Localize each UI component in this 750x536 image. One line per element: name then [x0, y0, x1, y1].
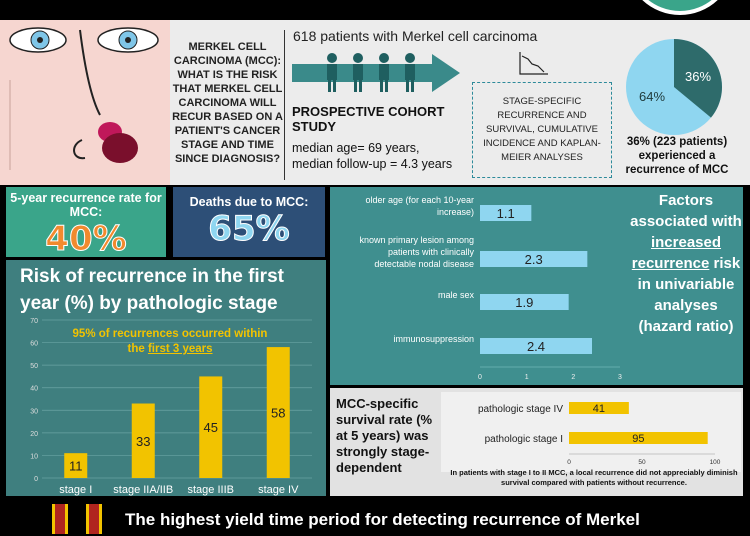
risk-category-label: stage I: [59, 484, 92, 496]
factor-x-tick: 2: [571, 374, 575, 381]
factor-bar-label: 1.1: [497, 206, 515, 221]
factor-bar: [480, 294, 569, 310]
factor-x-tick: 1: [525, 374, 529, 381]
decline-graph-icon: [519, 52, 548, 75]
study-type: PROSPECTIVE COHORT STUDY: [292, 104, 445, 134]
face-illustration: [0, 20, 170, 185]
survival-note: In patients with stage I to II MCC, a lo…: [450, 468, 738, 487]
pie-label-36: 36%: [685, 69, 711, 84]
deaths-label: Deaths due to MCC:: [189, 195, 309, 209]
risk-note: 95% of recurrences occurred within the f…: [70, 327, 270, 357]
banner-decoration-right: [86, 504, 102, 534]
pie-slice-36: [674, 39, 722, 118]
pie-label-64: 64%: [639, 89, 665, 104]
risk-note-prefix: 95% of recurrences occurred within the: [72, 328, 268, 355]
risk-note-highlight: first 3 years: [147, 343, 213, 355]
survival-x-tick: 50: [638, 459, 646, 466]
risk-bar: [199, 376, 223, 478]
factor-category-label: male sex: [438, 290, 475, 300]
risk-bar: [131, 403, 155, 478]
risk-y-tick: 20: [30, 431, 38, 438]
recurrence-pie: 36% 64%: [626, 39, 722, 135]
risk-y-tick: 40: [30, 386, 38, 393]
survival-bar: [569, 432, 708, 444]
factors-text-1: Factors associated with: [630, 192, 742, 230]
risk-chart: 0 10 20 30 40 50 60 70 11 stage I 33 stage IIA/IIB 4…: [30, 318, 312, 496]
survival-category-label: pathologic stage I: [485, 434, 563, 445]
risk-category-label: stage IIA/IIB: [113, 484, 173, 496]
recurrence-rate-label: 5-year recurrence rate for MCC:: [10, 191, 162, 219]
risk-title: Risk of recurrence in the first year (%)…: [20, 266, 284, 314]
survival-bar-label: 41: [593, 403, 605, 415]
bottom-banner: [0, 500, 750, 536]
risk-y-tick: 30: [30, 408, 38, 415]
median-age: median age= 69 years,: [292, 141, 420, 155]
factor-bar: [480, 251, 588, 267]
risk-bar: [64, 453, 88, 478]
survival-category-label: pathologic stage IV: [478, 404, 563, 415]
risk-y-tick: 60: [30, 341, 38, 348]
factor-bar-label: 1.9: [515, 295, 533, 310]
factor-category-label: older age (for each 10-year increase): [365, 195, 474, 217]
deaths-box: Deaths due to MCC: 65%: [173, 187, 325, 257]
recurrence-rate-value: 40%: [45, 219, 127, 260]
risk-bar: [266, 347, 290, 478]
factor-bar: [480, 338, 592, 354]
factors-text-3: risk in univariable analyses (hazard rat…: [637, 255, 741, 335]
survival-chart: 41 pathologic stage IV 95 pathologic stage …: [478, 402, 721, 466]
question-title: MERKEL CELL CARCINOMA (MCC):: [173, 41, 282, 67]
risk-y-tick: 0: [34, 476, 38, 483]
risk-bar-label: 45: [204, 420, 218, 435]
survival-x-tick: 100: [710, 459, 721, 466]
analysis-methods: STAGE-SPECIFIC RECURRENCE AND SURVIVAL, …: [472, 82, 612, 178]
factors-description: Factors associated with increased recurr…: [630, 190, 742, 337]
factor-bar-label: 2.4: [527, 339, 545, 354]
question-body: WHAT IS THE RISK THAT MERKEL CELL CARCIN…: [172, 69, 283, 165]
recurrence-rate-box: 5-year recurrence rate for MCC: 40%: [6, 187, 166, 260]
pie-caption: 36% (223 patients) experienced a recurre…: [625, 136, 729, 176]
factor-bar: [480, 205, 532, 221]
risk-y-tick: 50: [30, 363, 38, 370]
factor-x-tick: 0: [478, 374, 482, 381]
cohort-title: 618 patients with Merkel cell carcinoma: [293, 28, 538, 44]
factor-x-tick: 3: [618, 374, 622, 381]
factor-bar-label: 2.3: [525, 252, 543, 267]
survival-label: MCC-specific survival rate (% at 5 years…: [336, 396, 433, 475]
factor-category-label: immunosuppression: [393, 334, 474, 344]
survival-x-tick: 0: [567, 459, 571, 466]
survival-bar-label: 95: [632, 433, 644, 445]
risk-y-tick: 10: [30, 453, 38, 460]
deaths-value: 65%: [208, 209, 290, 250]
survival-bar: [569, 402, 629, 414]
patients-icon: [292, 53, 460, 92]
risk-category-label: stage IIIB: [188, 484, 234, 496]
risk-category-label: stage IV: [258, 484, 299, 496]
risk-bar-label: 11: [69, 459, 83, 474]
risk-bar-label: 58: [271, 406, 285, 421]
cohort-details: median age= 69 years, median follow-up =…: [292, 140, 452, 172]
risk-bar-label: 33: [136, 434, 150, 449]
divider: [284, 30, 285, 180]
factors-text-2: increased recurrence: [631, 234, 722, 272]
bottom-banner-text: The highest yield time period for detect…: [125, 510, 640, 529]
top-strip: [0, 0, 750, 20]
banner-decoration-left: [52, 504, 68, 534]
median-followup: median follow-up = 4.3 years: [292, 157, 453, 171]
factor-category-label: known primary lesion among patients with …: [359, 235, 474, 269]
factors-chart: 1.1 older age (for each 10-year increase) 2…: [359, 195, 622, 381]
risk-y-tick: 70: [30, 318, 38, 325]
research-question: MERKEL CELL CARCINOMA (MCC): WHAT IS THE…: [170, 40, 285, 166]
